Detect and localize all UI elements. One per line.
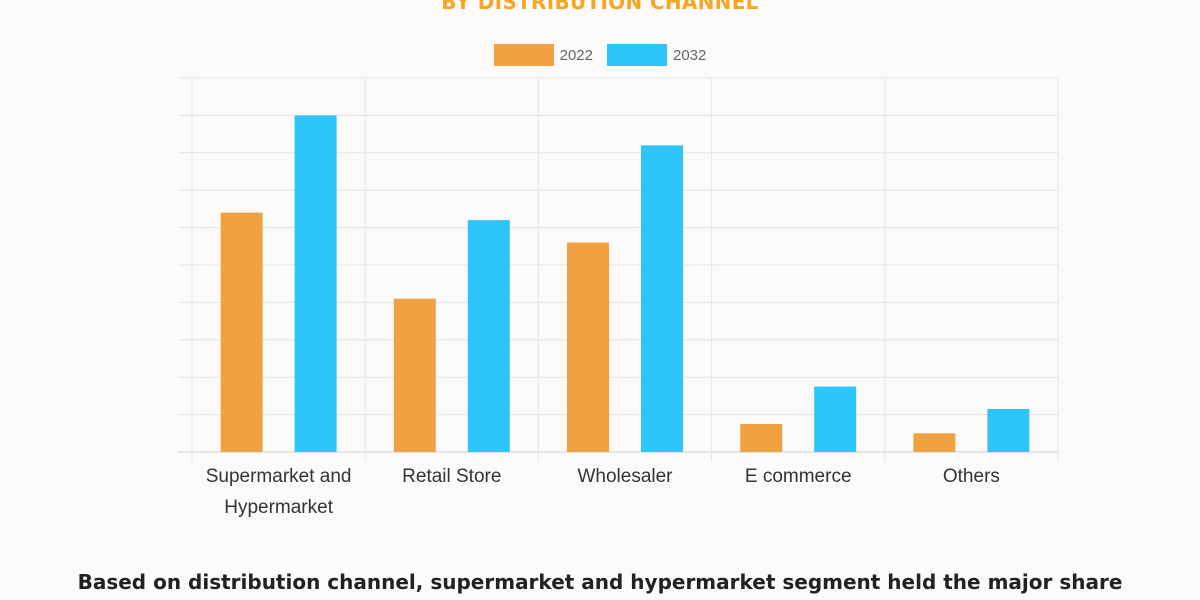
legend-item-2032[interactable]: 2032 [607,44,706,66]
bar-2022-0 [220,212,263,452]
legend-item-2022[interactable]: 2022 [493,44,593,66]
bar-2032-2 [641,145,683,452]
plot-area: Supermarket and Hypermarket Retail Store Wh… [178,77,1059,518]
x-tick-label: Others [943,466,1000,487]
x-tick-label: E commerce [745,466,852,487]
bar-2022-2 [567,242,609,452]
bar-2032-1 [467,220,510,452]
bar-2022-4 [913,433,956,452]
bar-2032-3 [814,386,857,452]
x-tick-label: Supermarket and [206,466,352,487]
legend-swatch-2022 [493,44,554,66]
caption: Based on distribution channel, supermark… [77,570,1123,594]
bar-2032-4 [987,408,1030,452]
chart-title: BY DISTRIBUTION CHANNEL [441,0,759,14]
x-tick-label: Hypermarket [224,497,333,518]
x-tick-label: Wholesaler [577,466,673,487]
legend-label-2022: 2022 [559,46,593,64]
legend: 2022 2032 [0,44,1200,66]
bar-2032-0 [294,115,337,453]
x-tick-label: Retail Store [402,466,501,487]
bar-2022-3 [740,423,783,452]
bar-2022-1 [393,298,436,452]
legend-label-2032: 2032 [673,46,707,64]
legend-swatch-2032 [607,44,667,66]
